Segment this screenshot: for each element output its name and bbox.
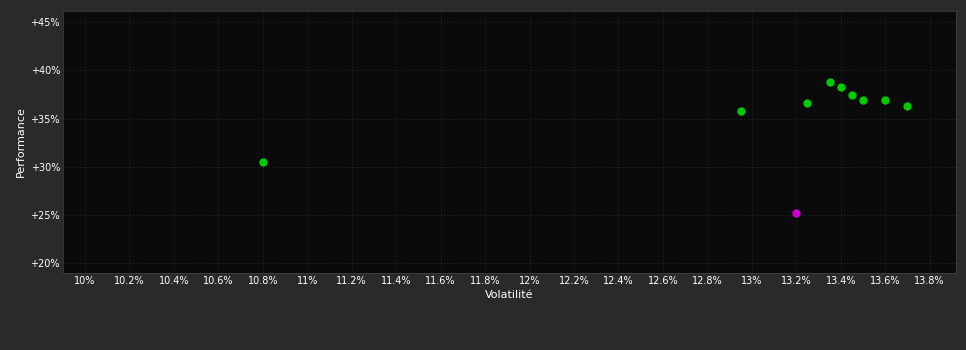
Point — [255, 159, 270, 165]
X-axis label: Volatilité: Volatilité — [485, 290, 534, 300]
Point — [800, 100, 815, 106]
Point — [899, 103, 915, 109]
Point — [844, 93, 860, 98]
Point — [733, 108, 749, 114]
Point — [855, 97, 870, 103]
Point — [788, 210, 804, 216]
Y-axis label: Performance: Performance — [16, 106, 26, 177]
Point — [833, 84, 848, 90]
Point — [822, 79, 838, 85]
Point — [877, 97, 893, 103]
